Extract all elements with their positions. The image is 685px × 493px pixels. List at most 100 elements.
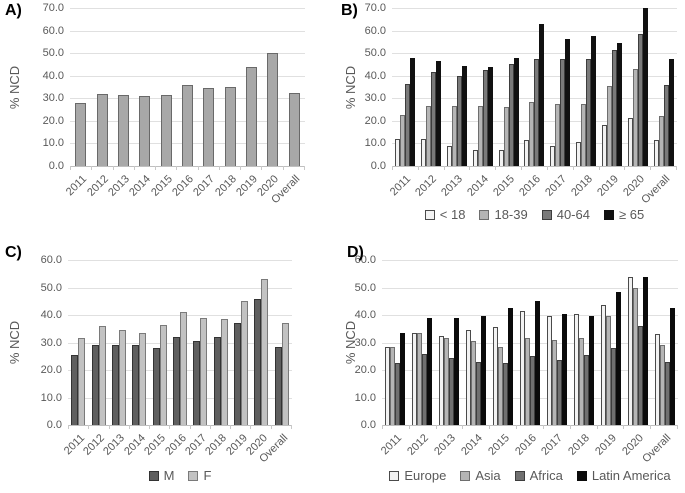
panel-b-letter: B) xyxy=(341,2,358,19)
y-tick-label: 10.0 xyxy=(40,391,62,404)
bar-2018--18 xyxy=(576,142,582,166)
x-tick-label: 2018 xyxy=(568,173,595,199)
bar-2012-m xyxy=(91,345,99,425)
bar-2020-f xyxy=(261,279,269,425)
x-tick xyxy=(130,425,151,429)
bar-2020--18 xyxy=(628,117,634,166)
category-group-2011 xyxy=(70,8,91,166)
gridline xyxy=(382,287,678,289)
y-tick-label: 30.0 xyxy=(354,336,376,349)
bar-2013-m xyxy=(111,345,119,425)
legend-label: Asia xyxy=(475,468,501,483)
gridline xyxy=(70,8,305,9)
bar-2020-europe xyxy=(627,276,633,425)
bar-2016-series0 xyxy=(181,84,193,166)
x-tick xyxy=(211,425,232,429)
gridline xyxy=(70,75,305,77)
bar-2013-asia xyxy=(444,338,450,425)
bar-2011-europe xyxy=(385,346,391,425)
category-group-2017 xyxy=(190,260,210,425)
bar-2017-asia xyxy=(551,339,557,425)
bar-2012-18-39 xyxy=(425,106,431,166)
panel-d-ncd-by-region: D) % NCD 60.0 50.0 40.0 30.0 20.0 10.0 0.0 2011… xyxy=(340,240,685,493)
x-axis-ticks xyxy=(68,425,292,429)
x-tick xyxy=(410,425,437,429)
y-tick-label: 0.0 xyxy=(370,160,386,172)
bar-2017--18 xyxy=(550,145,556,166)
bar-2017--65 xyxy=(565,38,571,166)
category-group-2015 xyxy=(490,260,517,425)
bar-2018--65 xyxy=(591,36,597,166)
y-tick-label: 60.0 xyxy=(364,24,386,37)
y-tick-label: 40.0 xyxy=(354,309,376,321)
bar-2015-f xyxy=(159,324,167,425)
bar-2014-africa xyxy=(476,361,482,425)
bar-2018-m xyxy=(213,337,221,425)
x-tick-label: 2011 xyxy=(61,432,87,458)
bar-2011-latin-america xyxy=(400,332,406,425)
bar-2015--18 xyxy=(498,150,504,166)
legend-label: Latin America xyxy=(591,468,671,483)
bar-overall-18-39 xyxy=(659,116,665,166)
bar-2017-series0 xyxy=(203,88,215,166)
bar-overall-f xyxy=(281,323,289,425)
bar-2012--65 xyxy=(435,61,441,166)
category-group-2019 xyxy=(599,8,625,166)
category-group-2013 xyxy=(436,260,463,425)
x-tick-label: 2014 xyxy=(458,432,485,458)
bar-2011-africa xyxy=(395,363,401,425)
legend-label: 18-39 xyxy=(494,207,528,222)
bar-2019--65 xyxy=(617,43,623,166)
category-group-2020 xyxy=(624,260,651,425)
bar-2012-f xyxy=(98,326,106,425)
y-tick-label: 0.0 xyxy=(48,160,64,172)
category-group-2012 xyxy=(88,260,108,425)
category-group-2016 xyxy=(517,260,544,425)
x-tick-label: 2015 xyxy=(485,432,512,458)
legend: Europe Asia Africa Latin America xyxy=(357,468,685,483)
bar-2016-europe xyxy=(519,310,525,425)
x-tick xyxy=(574,166,600,170)
y-tick-label: 50.0 xyxy=(354,281,376,294)
x-tick xyxy=(437,425,464,429)
x-tick-label: 2019 xyxy=(593,432,620,458)
category-group-2013 xyxy=(113,8,134,166)
bar-2012-africa xyxy=(422,353,428,425)
category-group-2012 xyxy=(91,8,112,166)
bar-overall-africa xyxy=(664,361,670,425)
bar-2012-series0 xyxy=(96,93,108,166)
x-tick xyxy=(490,425,518,429)
x-tick-label: 2013 xyxy=(431,432,458,458)
legend-label: F xyxy=(203,468,212,483)
category-group-2014 xyxy=(470,8,496,166)
x-tick xyxy=(445,166,471,170)
bar-2018-europe xyxy=(573,313,579,425)
bar-2020--65 xyxy=(643,8,649,166)
bar-2013-africa xyxy=(449,357,455,425)
category-group-2014 xyxy=(463,260,490,425)
bar-2015-latin-america xyxy=(508,308,514,425)
bar-2015-series0 xyxy=(160,94,172,166)
legend-swatch-icon xyxy=(479,209,490,220)
category-group-overall xyxy=(284,8,305,166)
x-tick xyxy=(241,166,263,170)
bar-2013-18-39 xyxy=(451,106,457,166)
bar-2011-asia xyxy=(390,346,396,425)
x-tick-label: 2011 xyxy=(63,173,90,199)
x-tick xyxy=(156,166,178,170)
y-tick-label: 70.0 xyxy=(364,2,386,14)
bar-2011-f xyxy=(78,338,86,425)
bar-2020-series0 xyxy=(267,53,279,166)
y-tick-label: 40.0 xyxy=(40,309,62,321)
bar-2013-europe xyxy=(439,335,445,425)
bar-overall--18 xyxy=(654,140,660,166)
legend-item--65: ≥ 65 xyxy=(603,207,644,222)
y-tick-label: 60.0 xyxy=(354,254,376,266)
bar-2018-f xyxy=(220,319,228,425)
bar-2017-europe xyxy=(546,316,552,425)
bar-2014-europe xyxy=(466,330,472,425)
x-tick xyxy=(651,425,678,429)
bar-2018-18-39 xyxy=(581,103,587,166)
bar-2019-latin-america xyxy=(615,291,621,425)
legend-label: < 18 xyxy=(439,207,466,222)
